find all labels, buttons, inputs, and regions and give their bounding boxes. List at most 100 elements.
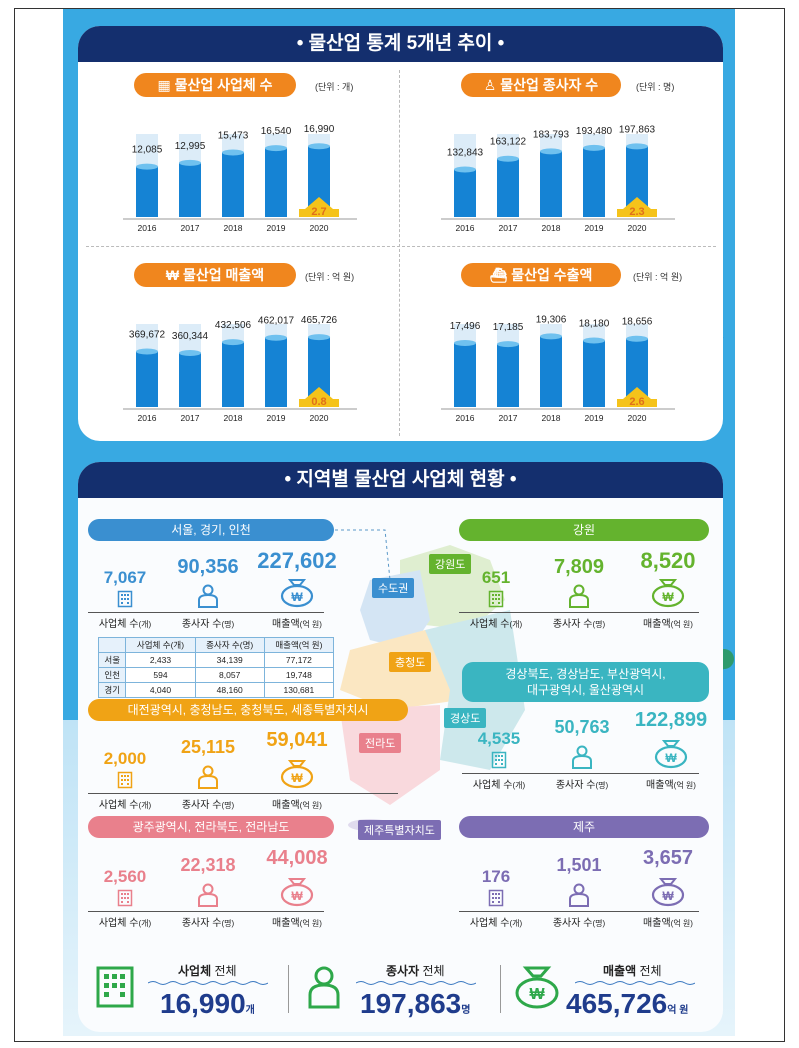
- stat-label-biz: 사업체 수(개): [88, 914, 162, 929]
- growth-label: 2.6: [629, 396, 644, 408]
- x-tick-label: 2017: [181, 223, 200, 233]
- stat-employees-seoul: 90,356: [177, 556, 239, 578]
- person-icon: [572, 745, 592, 769]
- stat-label-biz: 사업체 수(개): [88, 796, 162, 811]
- stat-sales-gyeong: 122,899: [634, 709, 708, 731]
- label-unit: (억 원): [299, 620, 322, 629]
- table-cell: 34,139: [194, 652, 265, 668]
- table-row: 서울 2,433 34,139 77,172: [97, 652, 335, 668]
- data-label: 197,863: [619, 124, 656, 135]
- data-label: 183,793: [533, 129, 570, 140]
- building-icon: [491, 751, 507, 769]
- bar: [497, 158, 519, 217]
- person-icon: [569, 883, 589, 907]
- person-icon: ♙: [483, 77, 501, 93]
- stat-label-emp: 종사자 수(명): [537, 615, 621, 630]
- data-label: 462,017: [258, 316, 295, 327]
- bar-cap: [540, 148, 562, 155]
- data-label: 18,656: [622, 317, 653, 328]
- divider-horizontal: [86, 246, 716, 247]
- label-text: 사업체 수: [469, 619, 510, 630]
- map-label-chung: 충청도: [389, 652, 432, 672]
- label-text: 종사자 수: [552, 619, 593, 630]
- chart-employees: 132,843 2016 163,122 2017 183,793 2018 193,480…: [441, 124, 675, 233]
- label-text: 사업체 수: [98, 918, 139, 929]
- table-header: 사업체 수(개): [125, 637, 196, 653]
- bar: [222, 152, 244, 217]
- bar-cap: [583, 337, 605, 344]
- label-text: 매출액: [272, 619, 300, 630]
- region-header-gangwon: 강원: [459, 519, 709, 541]
- won-symbol: ₩: [662, 590, 674, 604]
- data-label: 360,344: [172, 331, 209, 342]
- x-tick-label: 2016: [456, 223, 475, 233]
- chart-unit-employees: (단위 : 명): [636, 82, 675, 92]
- table-cell: 2,433: [125, 652, 196, 668]
- stat-label-emp: 종사자 수(명): [537, 914, 621, 929]
- x-tick-label: 2020: [628, 223, 647, 233]
- label-unit: (개): [138, 801, 152, 810]
- stat-label-emp: 종사자 수(명): [166, 615, 250, 630]
- label-text: 매출액: [272, 800, 300, 811]
- building-icon: [117, 590, 133, 608]
- label-unit: (명): [221, 801, 235, 810]
- chart-companies: 12,085 2016 12,995 2017 15,473 2018 16,540 2019…: [123, 124, 357, 233]
- stat-companies-chung: 2,000: [103, 749, 147, 768]
- stat-label-biz: 사업체 수(개): [459, 914, 533, 929]
- stat-companies-gyeong: 4,535: [477, 729, 521, 748]
- chart-title-exports: ⛴ 물산업 수출액: [461, 263, 621, 287]
- stat-employees-chung: 25,115: [180, 737, 236, 757]
- wave-divider: [575, 981, 695, 985]
- baseline-jeolla: [88, 911, 324, 912]
- total-employees-value: 197,863명: [360, 988, 471, 1019]
- total-divider: [288, 965, 289, 1013]
- person-icon: [308, 966, 340, 1009]
- table-header: [97, 637, 127, 653]
- won-symbol: ₩: [662, 889, 674, 903]
- bar: [626, 338, 648, 407]
- bar: [179, 352, 201, 407]
- moneybag-icon: ₩: [280, 878, 314, 907]
- data-label: 17,185: [493, 322, 524, 333]
- stat-companies-gangwon: 651: [481, 568, 511, 587]
- label-text: 종사자 수: [181, 619, 222, 630]
- outer-frame: [14, 8, 785, 1042]
- label-unit: (개): [138, 919, 152, 928]
- baseline-gangwon: [459, 612, 699, 613]
- growth-arrow: [299, 197, 339, 217]
- label-unit: (명): [592, 919, 606, 928]
- data-label: 465,726: [301, 315, 338, 326]
- growth-label: 2.7: [311, 206, 326, 218]
- bar-cap: [179, 349, 201, 356]
- map-label-jeolla: 전라도: [359, 733, 402, 753]
- person-icon: [569, 584, 589, 608]
- bar-cap: [265, 145, 287, 152]
- label-text: 종사자 수: [552, 918, 593, 929]
- building-icon: [96, 966, 134, 1008]
- building-icon: [117, 771, 133, 789]
- table-cell: 경기: [97, 682, 127, 698]
- stat-companies-jeju: 176: [481, 867, 511, 886]
- stat-label-biz: 사업체 수(개): [462, 776, 536, 791]
- label-text: 종사자 수: [181, 918, 222, 929]
- table-cell: 130,681: [263, 682, 335, 698]
- building-icon: [117, 889, 133, 907]
- label-text: 매출액: [646, 780, 674, 791]
- data-label: 369,672: [129, 330, 166, 341]
- won-symbol: ₩: [291, 889, 303, 903]
- table-row: 경기 4,040 48,160 130,681: [97, 682, 335, 698]
- total-companies-label: 사업체 전체: [178, 964, 237, 978]
- stat-label-emp: 종사자 수(명): [166, 914, 250, 929]
- label-unit: (명): [592, 620, 606, 629]
- building-icon: [488, 889, 504, 907]
- table-cell: 594: [125, 667, 196, 683]
- x-tick-label: 2018: [224, 413, 243, 423]
- moneybag-icon: ₩: [165, 267, 183, 283]
- x-tick-label: 2017: [499, 413, 518, 423]
- bar-cap: [222, 149, 244, 156]
- stat-label-biz: 사업체 수(개): [88, 615, 162, 630]
- stat-employees-gyeong: 50,763: [554, 717, 610, 737]
- stat-employees-jeolla: 22,318: [180, 855, 236, 875]
- stat-label-sales: 매출액(억 원): [248, 615, 346, 630]
- region-title: • 지역별 물산업 사업체 현황 •: [78, 462, 723, 498]
